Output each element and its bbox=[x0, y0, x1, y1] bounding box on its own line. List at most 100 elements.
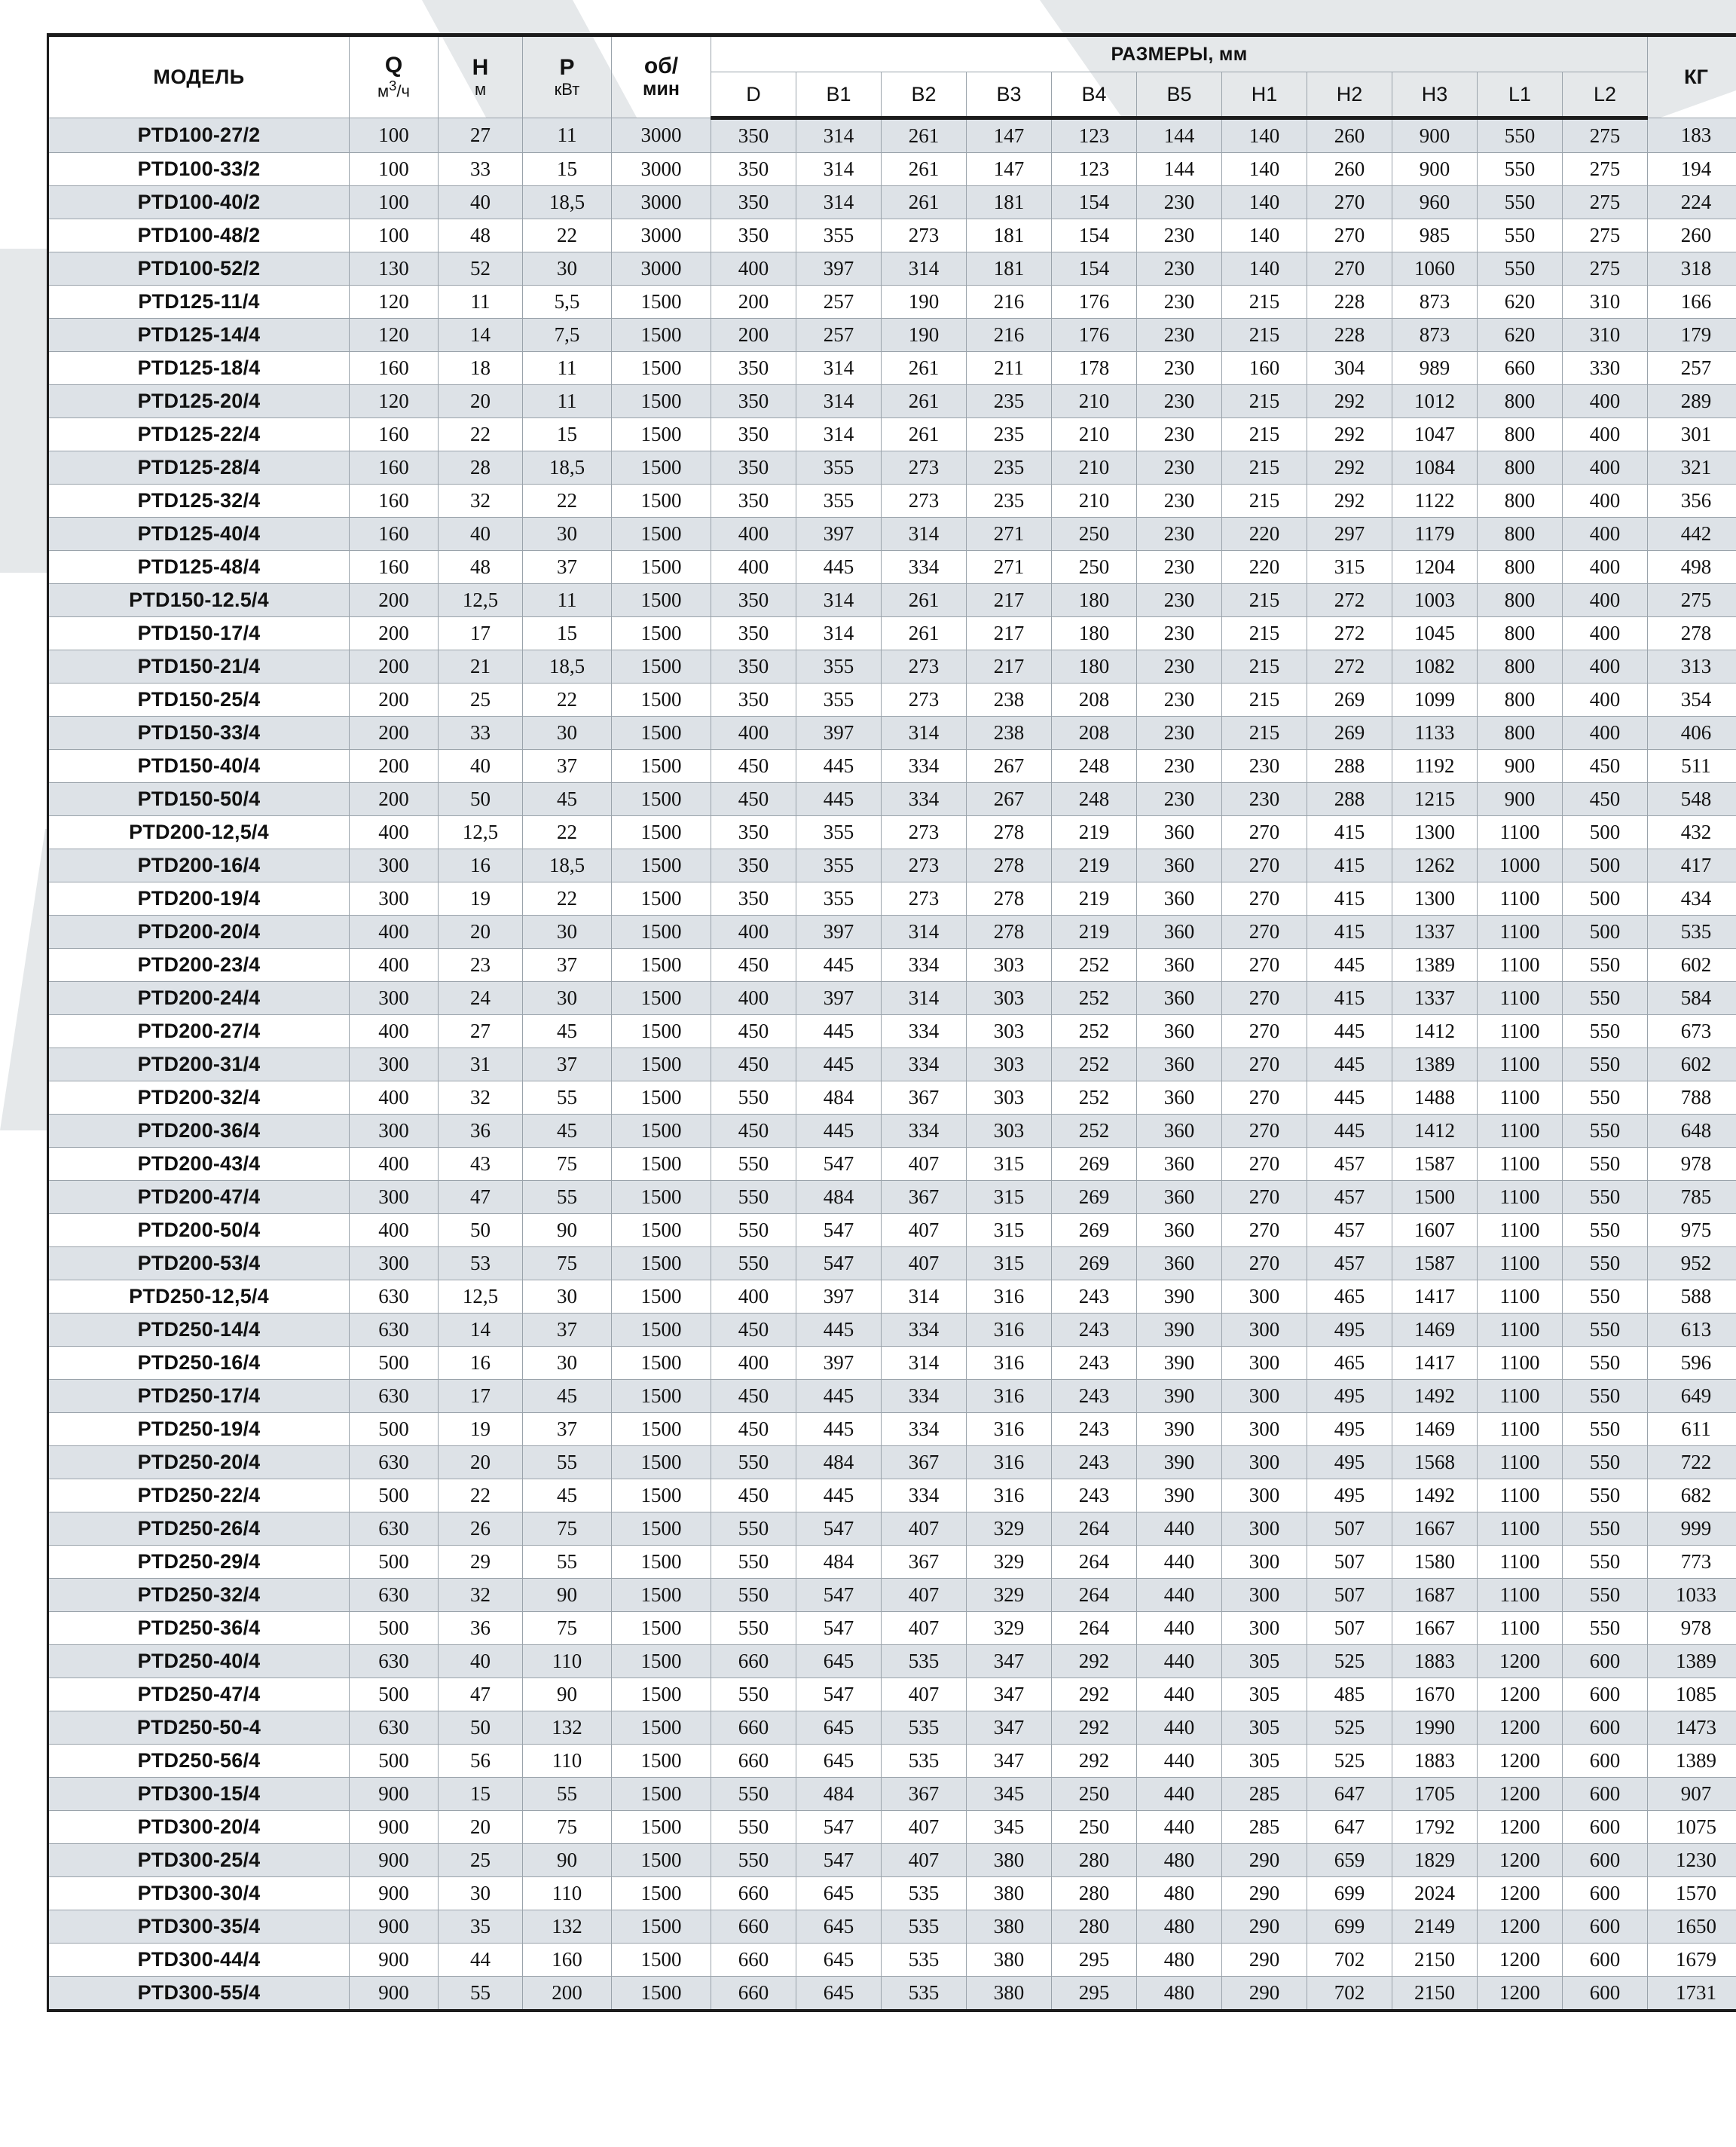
cell-h1: 270 bbox=[1221, 948, 1307, 982]
cell-q: 160 bbox=[349, 451, 439, 485]
cell-b2: 535 bbox=[881, 1711, 967, 1745]
cell-b2: 367 bbox=[881, 1545, 967, 1579]
cell-l2: 550 bbox=[1561, 948, 1649, 982]
cell-h1: 305 bbox=[1221, 1711, 1307, 1745]
cell-d: 660 bbox=[711, 1976, 796, 2011]
cell-b3: 329 bbox=[966, 1512, 1052, 1546]
cell-rpm: 1500 bbox=[611, 1777, 711, 1811]
column-header-l1: L1 bbox=[1477, 72, 1563, 120]
cell-l1: 800 bbox=[1477, 417, 1563, 451]
cell-d: 550 bbox=[711, 1545, 796, 1579]
cell-b4: 248 bbox=[1051, 749, 1137, 783]
cell-q: 200 bbox=[349, 683, 439, 717]
cell-model: PTD200-20/4 bbox=[47, 915, 350, 949]
cell-d: 350 bbox=[711, 815, 796, 849]
cell-h2: 457 bbox=[1307, 1246, 1392, 1280]
cell-b2: 190 bbox=[881, 318, 967, 352]
cell-rpm: 1500 bbox=[611, 616, 711, 650]
cell-b1: 355 bbox=[796, 484, 882, 518]
cell-h2: 260 bbox=[1307, 152, 1392, 186]
cell-b4: 252 bbox=[1051, 1048, 1137, 1081]
cell-model: PTD125-48/4 bbox=[47, 550, 350, 584]
cell-h: 33 bbox=[438, 152, 523, 186]
cell-b3: 278 bbox=[966, 849, 1052, 882]
cell-l1: 1100 bbox=[1477, 815, 1563, 849]
cell-b1: 397 bbox=[796, 981, 882, 1015]
cell-b4: 243 bbox=[1051, 1379, 1137, 1413]
cell-h2: 288 bbox=[1307, 782, 1392, 816]
cell-b1: 397 bbox=[796, 915, 882, 949]
cell-q: 300 bbox=[349, 882, 439, 916]
cell-p: 37 bbox=[522, 550, 612, 584]
cell-p: 55 bbox=[522, 1180, 612, 1214]
cell-b4: 252 bbox=[1051, 948, 1137, 982]
cell-l1: 800 bbox=[1477, 384, 1563, 418]
cell-b4: 264 bbox=[1051, 1545, 1137, 1579]
cell-d: 400 bbox=[711, 915, 796, 949]
cell-h: 11 bbox=[438, 285, 523, 319]
cell-h: 50 bbox=[438, 782, 523, 816]
cell-h3: 1300 bbox=[1392, 882, 1478, 916]
cell-l2: 550 bbox=[1561, 1313, 1649, 1347]
cell-h1: 270 bbox=[1221, 1213, 1307, 1247]
cell-b1: 445 bbox=[796, 1412, 882, 1446]
cell-b1: 355 bbox=[796, 451, 882, 485]
cell-b4: 269 bbox=[1051, 1147, 1137, 1181]
cell-b5: 360 bbox=[1136, 849, 1222, 882]
cell-b1: 314 bbox=[796, 351, 882, 385]
cell-h: 50 bbox=[438, 1711, 523, 1745]
table-row: PTD100-33/2 100 33 15 3000 350 314 261 147 123 144… bbox=[47, 152, 1736, 186]
cell-b3: 238 bbox=[966, 683, 1052, 717]
table-row: PTD300-20/4 900 20 75 1500 550 547 407 345 250 440… bbox=[47, 1810, 1736, 1844]
cell-h: 32 bbox=[438, 484, 523, 518]
cell-kg: 498 bbox=[1647, 550, 1736, 584]
cell-h1: 140 bbox=[1221, 219, 1307, 252]
rpm-symbol: об/ bbox=[643, 54, 679, 79]
cell-b2: 261 bbox=[881, 351, 967, 385]
cell-b1: 547 bbox=[796, 1678, 882, 1711]
cell-b1: 397 bbox=[796, 252, 882, 286]
cell-b5: 230 bbox=[1136, 716, 1222, 750]
cell-h: 47 bbox=[438, 1678, 523, 1711]
cell-b3: 235 bbox=[966, 417, 1052, 451]
table-row: PTD300-55/4 900 55 200 1500 660 645 535 380 295 48… bbox=[47, 1976, 1736, 2011]
cell-b5: 440 bbox=[1136, 1777, 1222, 1811]
cell-b4: 264 bbox=[1051, 1512, 1137, 1546]
cell-model: PTD150-12.5/4 bbox=[47, 583, 350, 617]
cell-b2: 367 bbox=[881, 1777, 967, 1811]
cell-b3: 316 bbox=[966, 1346, 1052, 1380]
cell-b2: 535 bbox=[881, 1876, 967, 1910]
cell-h1: 300 bbox=[1221, 1379, 1307, 1413]
cell-kg: 289 bbox=[1647, 384, 1736, 418]
cell-q: 160 bbox=[349, 517, 439, 551]
cell-model: PTD125-40/4 bbox=[47, 517, 350, 551]
cell-h2: 485 bbox=[1307, 1678, 1392, 1711]
cell-d: 660 bbox=[711, 1644, 796, 1678]
cell-h2: 699 bbox=[1307, 1910, 1392, 1944]
cell-h3: 1215 bbox=[1392, 782, 1478, 816]
cell-h3: 1469 bbox=[1392, 1412, 1478, 1446]
cell-d: 550 bbox=[711, 1180, 796, 1214]
cell-kg: 673 bbox=[1647, 1014, 1736, 1048]
cell-q: 200 bbox=[349, 583, 439, 617]
cell-d: 350 bbox=[711, 451, 796, 485]
cell-rpm: 3000 bbox=[611, 185, 711, 219]
cell-q: 160 bbox=[349, 417, 439, 451]
cell-h3: 1492 bbox=[1392, 1479, 1478, 1512]
cell-p: 90 bbox=[522, 1578, 612, 1612]
cell-b2: 334 bbox=[881, 782, 967, 816]
cell-h: 20 bbox=[438, 915, 523, 949]
cell-p: 45 bbox=[522, 1014, 612, 1048]
cell-b1: 445 bbox=[796, 782, 882, 816]
cell-h: 16 bbox=[438, 1346, 523, 1380]
cell-kg: 434 bbox=[1647, 882, 1736, 916]
cell-h3: 2149 bbox=[1392, 1910, 1478, 1944]
cell-q: 300 bbox=[349, 1246, 439, 1280]
cell-kg: 275 bbox=[1647, 583, 1736, 617]
cell-p: 160 bbox=[522, 1943, 612, 1977]
cell-b1: 645 bbox=[796, 1644, 882, 1678]
cell-d: 350 bbox=[711, 417, 796, 451]
cell-b4: 250 bbox=[1051, 1810, 1137, 1844]
cell-kg: 183 bbox=[1647, 118, 1736, 153]
cell-b2: 314 bbox=[881, 915, 967, 949]
